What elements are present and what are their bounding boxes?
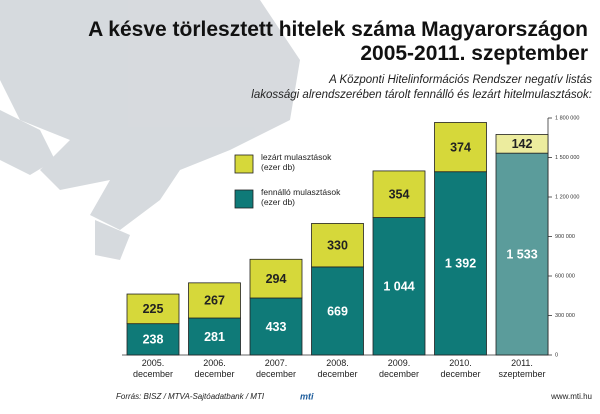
bar-segment bbox=[495, 152, 549, 356]
bar-segment bbox=[434, 171, 487, 356]
y-tick-label: 1 800 000 bbox=[555, 115, 579, 121]
data-label: 669 bbox=[327, 304, 348, 318]
y-tick-label: 1 200 000 bbox=[555, 194, 579, 200]
bar-segment bbox=[495, 134, 549, 154]
x-tick-label: 2006. december bbox=[194, 358, 234, 379]
data-label: 374 bbox=[450, 140, 471, 154]
bar-segment bbox=[126, 323, 180, 356]
chart-title: A késve törlesztett hitelek száma Magyar… bbox=[88, 18, 588, 65]
y-tick-label: 1 500 000 bbox=[555, 155, 579, 161]
y-tick-label: 0 bbox=[555, 352, 558, 358]
y-tick-label: 600 000 bbox=[555, 273, 575, 279]
website: www.mti.hu bbox=[550, 392, 592, 401]
legend-label: lezárt mulasztások (ezer db) bbox=[261, 152, 332, 172]
data-label: 238 bbox=[143, 333, 164, 347]
y-tick-label: 300 000 bbox=[555, 313, 575, 319]
data-label: 1 044 bbox=[383, 280, 414, 294]
bar-segment bbox=[249, 258, 303, 299]
bar-segment bbox=[188, 317, 241, 356]
x-tick-label: 2008. december bbox=[317, 358, 357, 379]
data-label: 267 bbox=[204, 294, 225, 308]
x-tick-label: 2010. december bbox=[440, 358, 480, 379]
x-tick-label: 2011. szeptember bbox=[498, 358, 545, 379]
x-tick-label: 2005. december bbox=[133, 358, 173, 379]
legend-swatch bbox=[234, 154, 254, 174]
data-label: 330 bbox=[327, 238, 348, 252]
data-label: 354 bbox=[389, 188, 410, 202]
bar-segment bbox=[188, 282, 241, 319]
bar-segment bbox=[126, 293, 180, 325]
background-figure bbox=[0, 0, 300, 260]
data-label: 433 bbox=[266, 320, 287, 334]
bar-segment bbox=[372, 217, 426, 356]
bar-segment bbox=[372, 170, 426, 218]
legend-swatch bbox=[234, 189, 254, 209]
data-label: 1 533 bbox=[506, 247, 537, 261]
y-tick-label: 900 000 bbox=[555, 234, 575, 240]
bar-segment bbox=[249, 297, 303, 356]
data-label: 225 bbox=[143, 302, 164, 316]
x-tick-label: 2009. december bbox=[379, 358, 419, 379]
chart-subtitle: A Központi Hitelinformációs Rendszer neg… bbox=[251, 74, 592, 101]
data-label: 281 bbox=[204, 330, 225, 344]
x-tick-label: 2007. december bbox=[256, 358, 296, 379]
logo: mti bbox=[300, 391, 314, 401]
source: Forrás: BISZ / MTVA-Sajtóadatbank / MTI bbox=[116, 392, 265, 401]
bar-segment bbox=[311, 266, 364, 356]
data-label: 142 bbox=[512, 137, 533, 151]
bar-segment bbox=[311, 223, 364, 268]
bar-segment bbox=[434, 122, 487, 173]
data-label: 294 bbox=[266, 272, 287, 286]
data-label: 1 392 bbox=[445, 257, 476, 271]
legend-label: fennálló mulasztások (ezer db) bbox=[261, 187, 341, 207]
